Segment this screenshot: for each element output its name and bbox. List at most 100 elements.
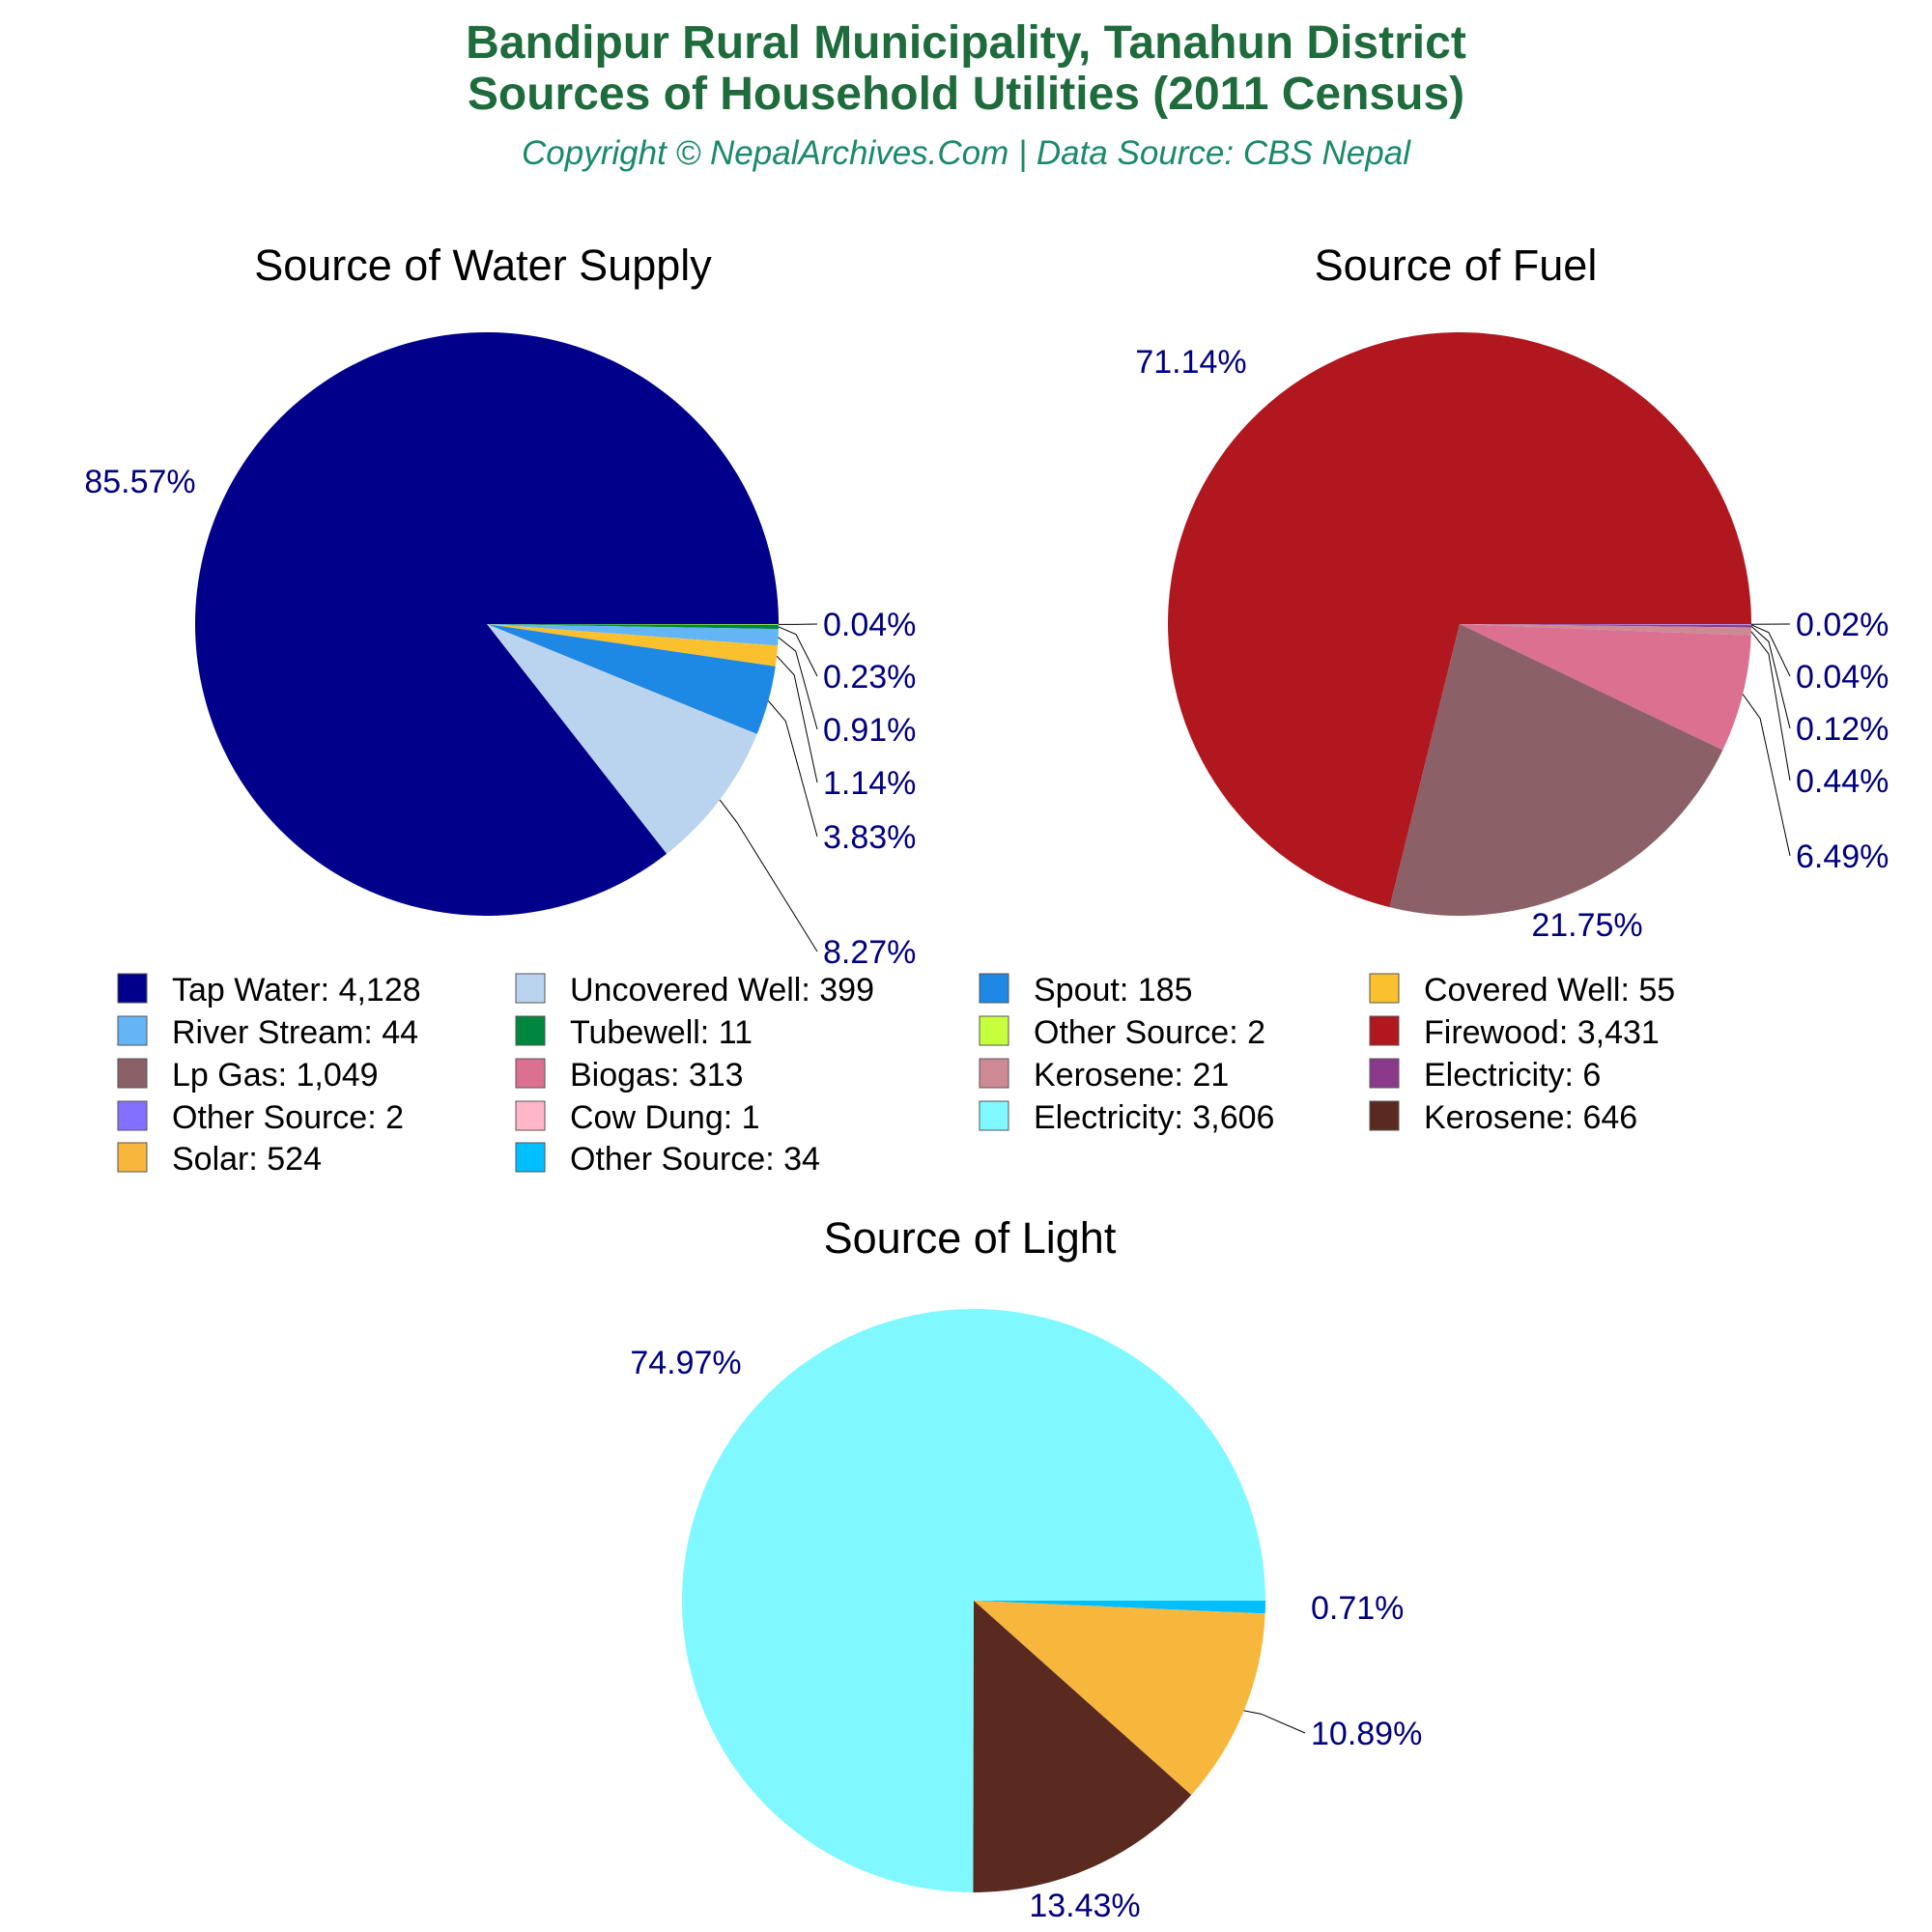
legend-item-lp-gas-1-049: Lp Gas: 1,049 — [117, 1057, 379, 1094]
light-slice-kerosene — [973, 1601, 1192, 1892]
water-leader-line-spout — [767, 700, 818, 838]
legend-label: Other Source: 2 — [1034, 1014, 1265, 1051]
light-pct-label-electricity: 74.97% — [630, 1345, 741, 1381]
legend-item-kerosene-646: Kerosene: 646 — [1369, 1099, 1637, 1136]
legend-item-covered-well-55: Covered Well: 55 — [1369, 972, 1675, 1009]
fuel-slice-other-source — [1460, 624, 1751, 626]
light-pct-label-solar: 10.89% — [1311, 1716, 1422, 1752]
chart-title-line1: Bandipur Rural Municipality, Tanahun Dis… — [466, 17, 1466, 69]
legend-swatch — [515, 1142, 546, 1173]
water-slice-other-source — [487, 624, 779, 625]
legend-label: Uncovered Well: 399 — [570, 972, 874, 1009]
legend-item-tap-water-4-128: Tap Water: 4,128 — [117, 972, 421, 1009]
light-pct-label-other-source: 0.71% — [1311, 1590, 1404, 1627]
chart-subtitle: Copyright © NepalArchives.Com | Data Sou… — [522, 134, 1411, 172]
light-slice-solar — [974, 1601, 1265, 1796]
fuel-slice-lp-gas — [1389, 624, 1723, 916]
legend-label: Kerosene: 21 — [1034, 1057, 1229, 1094]
legend-label: Electricity: 6 — [1424, 1057, 1601, 1094]
legend-swatch — [979, 1015, 1009, 1046]
fuel-pct-label-other-source: 0.04% — [1796, 659, 1889, 696]
legend-swatch — [515, 1100, 546, 1131]
legend-item-tubewell-11: Tubewell: 11 — [515, 1014, 753, 1051]
water-pct-label-tap-water: 85.57% — [84, 464, 195, 500]
legend-item-electricity-6: Electricity: 6 — [1369, 1057, 1601, 1094]
legend-swatch — [515, 1058, 546, 1089]
legend-item-river-stream-44: River Stream: 44 — [117, 1014, 418, 1051]
fuel-pct-label-firewood: 71.14% — [1135, 344, 1246, 381]
legend-label: Other Source: 34 — [570, 1141, 820, 1178]
fuel-pct-label-electricity: 0.12% — [1796, 711, 1889, 748]
water-pct-label-uncovered-well: 8.27% — [823, 934, 916, 971]
legend-item-other-source-2: Other Source: 2 — [979, 1014, 1265, 1051]
legend-swatch — [515, 973, 546, 1004]
legend-label: Biogas: 313 — [570, 1057, 744, 1094]
legend-item-other-source-2: Other Source: 2 — [117, 1099, 404, 1136]
light-pct-label-kerosene: 13.43% — [1029, 1888, 1140, 1924]
fuel-slice-firewood — [1167, 332, 1751, 908]
fuel-pct-label-kerosene: 0.44% — [1796, 763, 1889, 800]
legend-label: Tap Water: 4,128 — [172, 972, 421, 1009]
legend-swatch — [117, 1015, 148, 1046]
legend-swatch — [515, 1015, 546, 1046]
legend-label: Firewood: 3,431 — [1424, 1014, 1660, 1051]
fuel-leader-line-other-source — [1750, 624, 1791, 677]
legend-item-spout-185: Spout: 185 — [979, 972, 1192, 1009]
water-slice-tap-water — [194, 331, 779, 917]
light-chart-title: Source of Light — [824, 1213, 1117, 1263]
legend-label: Kerosene: 646 — [1424, 1099, 1637, 1136]
water-pie: 85.57% 0.04% 0.23% 0.91% 1.14% 3.83% 8.27% — [84, 331, 916, 971]
fuel-slice-electricity — [1460, 624, 1751, 628]
legend-item-solar-524: Solar: 524 — [117, 1141, 322, 1178]
legend-item-electricity-3-606: Electricity: 3,606 — [979, 1099, 1274, 1136]
water-slice-uncovered-well — [487, 624, 757, 854]
fuel-pct-label-cow-dung: 0.02% — [1796, 607, 1889, 643]
water-slice-covered-well — [487, 624, 779, 667]
legend-label: Electricity: 3,606 — [1034, 1099, 1274, 1136]
legend-swatch — [979, 1058, 1009, 1089]
light-slice-electricity — [682, 1309, 1265, 1892]
water-leader-line-uncovered-well — [719, 799, 818, 952]
legend-swatch — [117, 1100, 148, 1131]
legend-item-kerosene-21: Kerosene: 21 — [979, 1057, 1229, 1094]
fuel-slice-kerosene — [1460, 624, 1751, 636]
legend-swatch — [117, 973, 148, 1004]
legend-label: Solar: 524 — [172, 1141, 322, 1178]
water-leader-line-river-stream — [778, 637, 818, 730]
fuel-leader-line-electricity — [1750, 625, 1791, 729]
light-pie: 74.97% 0.71% 10.89% 13.43% — [630, 1309, 1422, 1924]
legend-label: Tubewell: 11 — [570, 1014, 753, 1051]
water-slice-river-stream — [487, 624, 779, 646]
legend: Tap Water: 4,128 Uncovered Well: 399 Spout… — [117, 972, 1675, 1178]
light-slice-other-source — [974, 1601, 1265, 1614]
light-leader-line-solar — [1243, 1710, 1306, 1734]
legend-label: Cow Dung: 1 — [570, 1099, 760, 1136]
water-leader-line-covered-well — [776, 655, 818, 783]
legend-label: Lp Gas: 1,049 — [172, 1057, 379, 1094]
legend-item-cow-dung-1: Cow Dung: 1 — [515, 1099, 760, 1136]
legend-label: Spout: 185 — [1034, 972, 1192, 1009]
water-pct-label-river-stream: 0.91% — [823, 712, 916, 749]
legend-swatch — [979, 973, 1009, 1004]
pie-charts: 85.57% 0.04% 0.23% 0.91% 1.14% 3.83% 8.27% 71.1… — [84, 331, 1889, 1924]
fuel-leader-line-biogas — [1742, 694, 1791, 857]
legend-swatch — [1369, 1100, 1400, 1131]
legend-swatch — [1369, 973, 1400, 1004]
legend-swatch — [1369, 1058, 1400, 1089]
chart-title-line2: Sources of Household Utilities (2011 Cen… — [468, 69, 1464, 120]
legend-label: Other Source: 2 — [172, 1099, 404, 1136]
legend-label: Covered Well: 55 — [1424, 972, 1675, 1009]
fuel-pie: 71.14% 0.02% 0.04% 0.12% 0.44% 6.49% 21.75% — [1135, 332, 1889, 944]
water-chart-title: Source of Water Supply — [254, 241, 712, 290]
legend-swatch — [979, 1100, 1009, 1131]
water-leader-line-tubewell — [778, 626, 818, 677]
fuel-pct-label-biogas: 6.49% — [1796, 838, 1889, 875]
water-pct-label-covered-well: 1.14% — [823, 765, 916, 802]
legend-item-uncovered-well-399: Uncovered Well: 399 — [515, 972, 874, 1009]
legend-swatch — [117, 1058, 148, 1089]
legend-label: River Stream: 44 — [172, 1014, 418, 1051]
legend-swatch — [117, 1142, 148, 1173]
water-slice-tubewell — [487, 624, 779, 630]
legend-item-biogas-313: Biogas: 313 — [515, 1057, 744, 1094]
